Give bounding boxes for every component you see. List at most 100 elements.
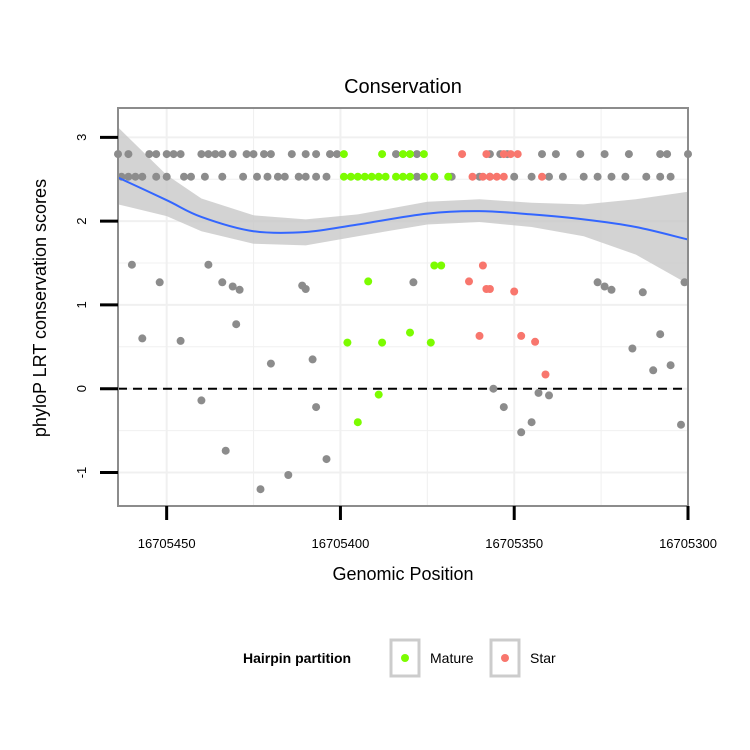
legend-key-star <box>489 638 521 678</box>
data-point-mature <box>381 172 390 181</box>
data-point-other <box>593 278 602 287</box>
data-point-star <box>492 172 501 181</box>
data-point-other <box>124 172 133 181</box>
data-point-other <box>138 334 147 343</box>
x-tick-label: 16705350 <box>485 536 543 551</box>
data-point-star <box>458 150 467 159</box>
data-point-other <box>538 150 546 159</box>
data-point-other <box>235 285 244 294</box>
data-point-other <box>169 150 178 159</box>
y-tick-label: 0 <box>74 385 89 392</box>
data-point-other <box>558 172 567 181</box>
data-point-other <box>253 172 261 181</box>
x-axis-title: Genomic Position <box>332 564 473 584</box>
data-point-other <box>628 344 637 353</box>
data-point-other <box>308 355 317 364</box>
data-point-other <box>638 288 647 297</box>
data-point-other <box>301 172 310 181</box>
data-point-other <box>155 278 164 287</box>
data-point-other <box>197 150 206 159</box>
legend: Hairpin partition Mature Star <box>243 638 556 678</box>
data-point-other <box>249 150 258 159</box>
data-point-other <box>260 150 268 159</box>
data-point-mature <box>406 172 414 181</box>
data-point-other <box>312 150 321 159</box>
data-point-other <box>218 278 227 287</box>
data-point-other <box>412 172 421 181</box>
x-tick-label: 16705400 <box>312 536 370 551</box>
chart-title: Conservation <box>344 76 462 98</box>
data-point-other <box>131 172 140 181</box>
data-point-other <box>545 391 553 400</box>
data-point-other <box>266 359 275 368</box>
data-point-mature <box>419 172 428 181</box>
data-point-other <box>624 150 633 159</box>
data-point-other <box>162 172 171 181</box>
data-point-other <box>152 172 161 181</box>
legend-title: Hairpin partition <box>243 650 351 666</box>
data-point-star <box>478 172 487 181</box>
data-point-other <box>218 150 227 159</box>
data-point-other <box>228 282 237 291</box>
y-axis-title: phyloP LRT conservation scores <box>30 179 50 437</box>
legend-mature-marker <box>401 654 409 662</box>
data-point-star <box>478 261 487 270</box>
data-point-other <box>666 361 675 370</box>
data-point-mature <box>430 261 439 270</box>
data-point-other <box>642 172 651 181</box>
data-point-mature <box>399 150 407 159</box>
data-point-other <box>600 150 609 159</box>
data-point-mature <box>406 328 414 337</box>
data-point-mature <box>378 338 387 347</box>
data-point-other <box>152 150 161 159</box>
data-point-other <box>663 150 672 159</box>
data-point-other <box>621 172 630 181</box>
data-point-other <box>551 150 560 159</box>
data-point-star <box>499 172 508 181</box>
data-point-other <box>127 260 136 269</box>
data-point-other <box>211 150 220 159</box>
data-point-other <box>162 150 171 159</box>
data-point-other <box>287 150 296 159</box>
data-point-other <box>579 172 588 181</box>
data-point-star <box>531 337 540 346</box>
x-axis: 16705450 16705400 16705350 16705300 <box>138 506 717 551</box>
data-point-mature <box>399 172 407 181</box>
data-point-star <box>475 331 484 340</box>
data-point-mature <box>444 172 453 181</box>
data-point-mature <box>339 172 348 181</box>
data-point-other <box>527 172 536 181</box>
data-point-other <box>239 172 248 181</box>
data-point-other <box>284 471 293 479</box>
legend-label-mature: Mature <box>430 650 474 666</box>
data-point-mature <box>392 172 400 181</box>
data-point-star <box>482 150 491 159</box>
data-point-other <box>510 172 519 181</box>
data-point-other <box>392 150 400 159</box>
data-point-other <box>607 285 616 294</box>
data-point-star <box>485 172 494 181</box>
data-point-other <box>176 336 185 345</box>
data-point-other <box>221 446 230 455</box>
data-point-other <box>263 172 272 181</box>
y-tick-label: 3 <box>74 134 89 141</box>
data-point-other <box>409 278 418 287</box>
data-point-other <box>656 330 665 339</box>
data-point-other <box>666 172 675 181</box>
data-point-other <box>280 172 289 181</box>
data-point-mature <box>374 390 383 399</box>
data-point-mature <box>360 172 369 181</box>
data-point-other <box>204 150 213 159</box>
legend-label-star: Star <box>530 650 556 666</box>
data-point-mature <box>374 172 383 181</box>
data-point-other <box>301 285 310 293</box>
data-point-other <box>412 150 421 159</box>
data-point-other <box>322 172 331 181</box>
data-point-mature <box>426 338 435 347</box>
y-axis: -1 0 1 2 3 <box>74 134 118 478</box>
data-point-star <box>506 150 515 159</box>
data-point-other <box>677 420 685 429</box>
data-point-star <box>538 172 546 181</box>
data-point-other <box>680 278 689 287</box>
